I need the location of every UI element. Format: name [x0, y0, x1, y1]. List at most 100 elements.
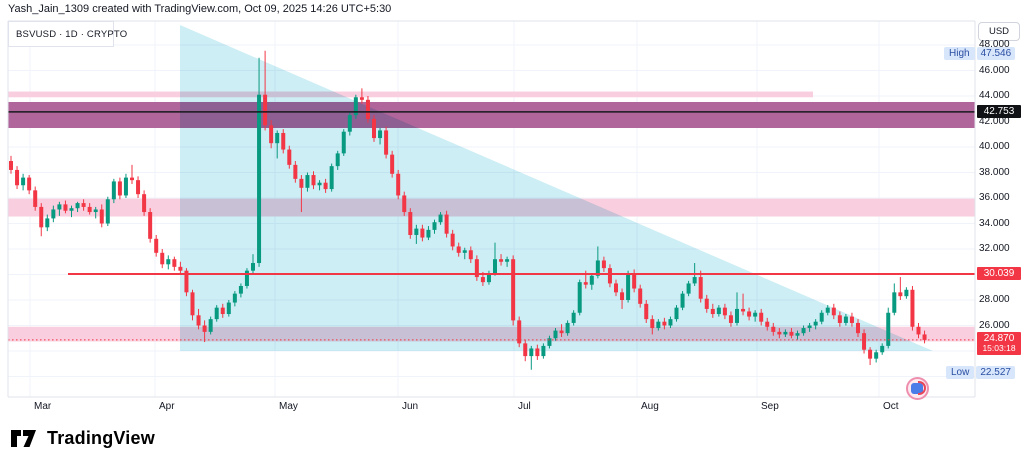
candle-body: [269, 125, 274, 144]
tradingview-logo-icon: [11, 430, 36, 447]
tradingview-watermark[interactable]: TradingView: [10, 426, 155, 450]
candle-body: [807, 325, 812, 329]
candle-body: [148, 212, 153, 239]
candle-body: [99, 209, 104, 224]
candle-body: [892, 292, 897, 313]
candle-body: [759, 312, 764, 322]
candle-body: [771, 326, 776, 332]
candle-body: [607, 268, 612, 284]
candle-body: [789, 331, 794, 336]
candle-body: [741, 308, 746, 312]
month-label: Apr: [159, 401, 175, 412]
price-axis-label: 26.000: [979, 319, 1010, 331]
candle-body: [396, 173, 401, 196]
candle-body: [27, 177, 32, 191]
candle-body: [601, 260, 606, 269]
candle-body: [275, 132, 280, 144]
candle-body: [583, 282, 588, 285]
candle-body: [662, 321, 667, 326]
bar-countdown: 15:03:18: [982, 342, 1016, 353]
candle-body: [293, 164, 298, 179]
candle-body: [674, 307, 679, 320]
candle-body: [874, 352, 879, 359]
candle-body: [765, 321, 770, 327]
candle-body: [722, 307, 727, 316]
candle-body: [329, 166, 334, 190]
month-label: Aug: [641, 401, 659, 412]
candle-body: [166, 259, 171, 265]
price-axis-label: 46.000: [979, 64, 1010, 76]
candle-body: [747, 311, 752, 317]
candle-body: [335, 153, 340, 167]
candle-body: [668, 319, 673, 326]
month-label: Sep: [761, 401, 779, 412]
candle-body: [505, 259, 510, 262]
candle-body: [547, 338, 552, 346]
candle-body: [801, 328, 806, 334]
attribution-text: Yash_Jain_1309 created with TradingView.…: [8, 3, 392, 15]
candle-body: [154, 238, 159, 253]
candle-body: [486, 273, 491, 283]
candle-body: [922, 334, 927, 340]
month-label: Jul: [518, 401, 531, 412]
candle-body: [311, 175, 316, 186]
candle-body: [238, 285, 243, 294]
price-axis-label: 36.000: [979, 192, 1010, 203]
candle-body: [529, 348, 534, 357]
candle-body: [359, 97, 364, 100]
candle-body: [868, 349, 873, 359]
candle-body: [251, 263, 255, 271]
candle-body: [160, 252, 165, 265]
reaction-sticker-icon[interactable]: [906, 377, 929, 400]
candle-body: [214, 307, 219, 320]
candle-body: [843, 316, 848, 323]
candle-body: [559, 330, 564, 334]
price-axis-label: 32.000: [979, 243, 1010, 254]
candle-body: [910, 289, 915, 327]
month-label: Mar: [34, 401, 52, 412]
candle-body: [365, 99, 370, 119]
level-42-badge: 42.753: [977, 104, 1021, 118]
candle-body: [880, 345, 885, 353]
candle-body: [517, 320, 522, 344]
candle-body: [420, 228, 425, 238]
candle-body: [620, 292, 625, 300]
candle-body: [75, 203, 80, 209]
candle-body: [190, 292, 195, 316]
candle-body: [698, 277, 703, 299]
symbol-legend-box[interactable]: BSVUSD · 1D · CRYPTO: [8, 21, 127, 47]
level-30-badge: 30.039: [977, 267, 1021, 280]
candle-body: [499, 259, 504, 262]
candle-body: [614, 283, 618, 293]
candle-body: [825, 307, 830, 313]
month-label: May: [279, 401, 298, 412]
candle-body: [408, 212, 413, 235]
candle-body: [856, 322, 860, 334]
candle-body: [571, 312, 576, 323]
candle-body: [15, 169, 20, 186]
candle-body: [777, 331, 782, 335]
candle-body: [178, 266, 183, 271]
candle-body: [753, 312, 758, 317]
reaction-swirl-shape: [918, 381, 926, 395]
candle-body: [263, 94, 268, 126]
candle-body: [130, 177, 134, 181]
candle-body: [117, 181, 122, 196]
candle-body: [686, 283, 691, 294]
zone-supply-thin: [8, 91, 813, 98]
currency-toggle-button[interactable]: USD: [978, 22, 1020, 41]
candle-body: [565, 322, 570, 334]
candle-body: [728, 315, 733, 323]
candle-body: [716, 307, 721, 315]
candle-body: [535, 348, 540, 357]
candle-body: [632, 273, 637, 289]
candle-body: [438, 214, 443, 223]
candle-body: [595, 260, 600, 276]
candle-body: [450, 233, 455, 247]
candle-body: [644, 303, 649, 320]
candle-body: [831, 307, 836, 316]
candle-body: [468, 250, 473, 260]
candle-body: [21, 177, 26, 186]
descending-triangle-drawing[interactable]: [180, 25, 933, 351]
